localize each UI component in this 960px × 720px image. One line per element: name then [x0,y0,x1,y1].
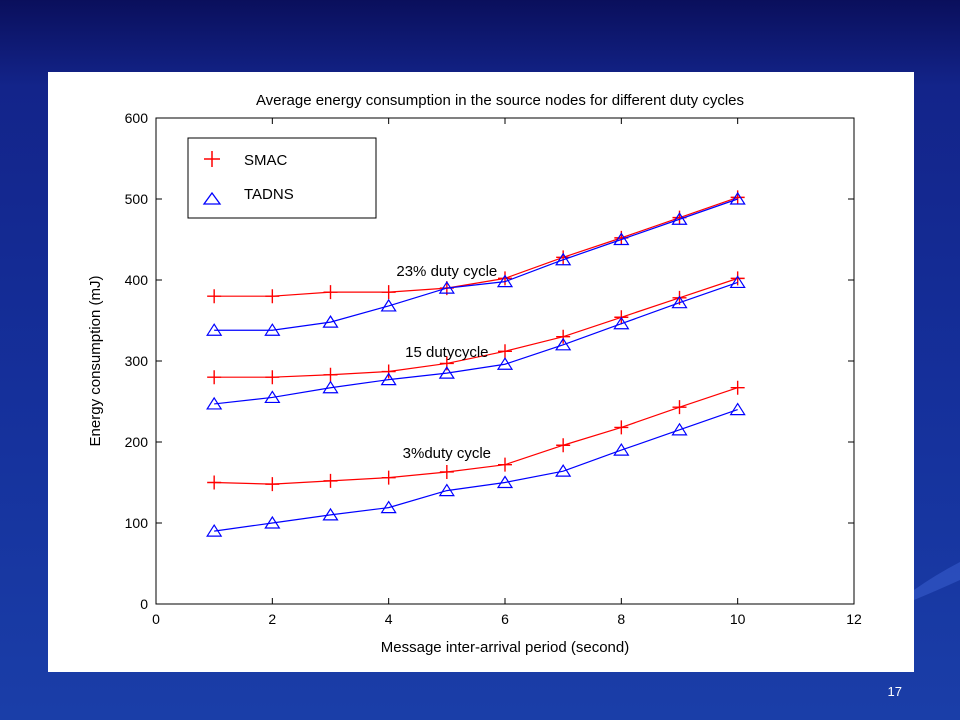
data-point-triangle [729,191,746,205]
chart-title: Average energy consumption in the source… [256,92,744,109]
data-point-triangle [496,274,514,288]
data-point-triangle [380,298,397,312]
data-point-triangle [380,372,397,386]
data-point-triangle [613,316,630,330]
data-point-triangle [438,483,455,497]
series-5 [206,402,746,537]
data-point-plus [556,438,571,453]
data-point-plus [381,470,396,485]
data-point-triangle [671,295,688,309]
series-4 [207,380,745,492]
data-point-triangle [322,380,339,394]
data-point-plus [381,285,396,300]
data-point-plus [207,475,222,490]
data-point-plus [207,370,222,385]
data-point-plus [323,285,338,300]
x-tick-label: 4 [385,611,393,627]
line-chart: Average energy consumption in the source… [87,92,862,656]
data-point-plus [265,477,280,492]
data-point-triangle [671,422,688,436]
legend-label-tadns: TADNS [244,186,294,203]
slide-number: 17 [887,684,902,699]
y-tick-label: 400 [125,272,149,288]
duty-cycle-annotation: 3%duty cycle [403,445,491,462]
data-point-triangle [206,396,223,410]
data-point-triangle [322,315,339,328]
data-point-plus [265,289,280,304]
series-line [214,196,738,297]
series-line [214,387,738,485]
y-tick-label: 200 [125,434,149,450]
data-point-plus [323,473,338,488]
data-point-triangle [264,323,281,336]
data-point-triangle [264,390,281,404]
legend: SMAC TADNS [187,137,377,219]
x-tick-label: 6 [501,611,509,627]
data-point-plus [207,289,222,304]
series-2 [207,271,745,385]
x-tick-label: 0 [152,611,160,627]
legend-plus-icon [204,151,220,167]
series-3 [206,275,746,410]
legend-label-smac: SMAC [244,152,288,169]
y-tick-label: 500 [125,191,149,207]
data-point-triangle [322,507,339,521]
data-point-triangle [613,232,630,246]
legend-triangle-icon [202,191,222,205]
series-line [214,409,738,532]
series-layer [206,190,746,537]
x-tick-label: 2 [268,611,276,627]
y-axis: 0 100 200 300 400 500 600 [125,110,854,612]
data-point-plus [439,464,454,479]
data-point-triangle [729,275,746,289]
data-point-triangle [729,402,746,416]
data-point-plus [556,329,571,344]
data-point-triangle [264,515,281,529]
data-point-plus [614,420,629,435]
y-tick-label: 300 [125,353,149,369]
data-point-triangle [555,252,572,266]
series-line [214,281,738,405]
data-point-triangle [496,475,514,489]
x-tick-label: 8 [617,611,625,627]
data-point-plus [498,271,512,286]
series-1 [206,191,746,336]
data-point-triangle [206,323,223,336]
data-point-plus [672,400,687,415]
data-point-triangle [555,337,572,351]
annotation-layer: 23% duty cycle 15 dutycycle 3%duty cycle [396,263,497,462]
y-tick-label: 100 [125,515,149,531]
data-point-triangle [438,366,455,379]
duty-cycle-annotation: 23% duty cycle [396,263,497,280]
y-tick-label: 0 [140,596,148,612]
data-point-triangle [496,357,514,370]
data-point-triangle [671,212,688,225]
data-point-triangle [206,523,223,537]
data-point-triangle [438,280,455,294]
series-line [214,198,738,331]
data-point-triangle [613,442,630,456]
y-tick-label: 600 [125,110,149,126]
data-point-triangle [555,464,572,477]
data-point-plus [730,380,745,395]
x-tick-label: 10 [730,611,746,627]
x-axis-label: Message inter-arrival period (second) [381,639,629,656]
data-point-plus [498,457,512,472]
x-tick-label: 12 [846,611,862,627]
y-axis-label: Energy consumption (mJ) [87,276,104,447]
data-point-plus [381,364,396,379]
legend-box [187,137,377,219]
chart-panel: Average energy consumption in the source… [48,72,914,672]
data-point-plus [323,367,338,382]
x-axis: 0 2 4 6 8 10 12 [152,118,862,627]
data-point-triangle [380,500,397,514]
data-point-plus [265,370,280,385]
data-point-plus [498,344,512,359]
duty-cycle-annotation: 15 dutycycle [405,344,488,361]
series-line [214,277,738,378]
